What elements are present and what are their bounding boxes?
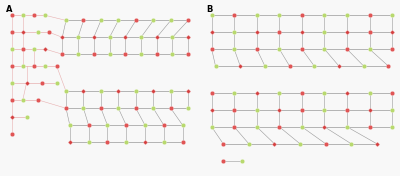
Text: A: A xyxy=(6,5,12,14)
Text: B: B xyxy=(206,5,212,14)
